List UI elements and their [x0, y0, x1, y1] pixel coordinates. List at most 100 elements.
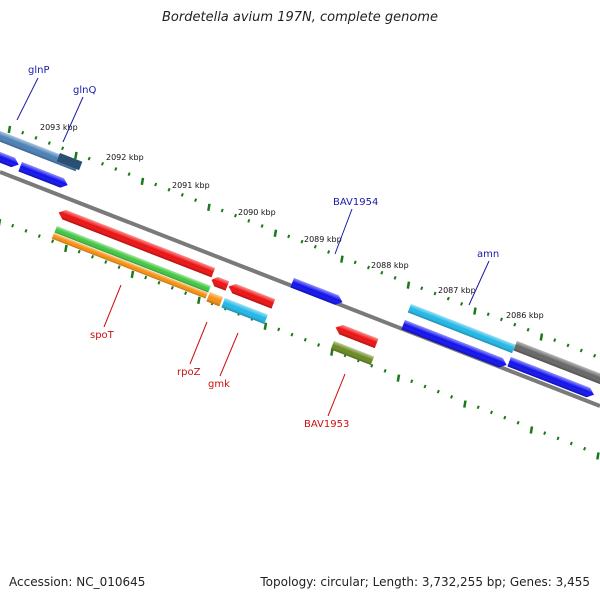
outer-tick: [366, 265, 371, 270]
inner-tick: [489, 410, 494, 415]
inner-tick: [290, 332, 294, 337]
inner-tick: [583, 446, 587, 451]
feature-rpoZ[interactable]: [206, 292, 224, 307]
outer-tick: [74, 151, 78, 160]
outer-tick: [114, 167, 118, 171]
outer-tick: [446, 296, 450, 301]
label-gmk[interactable]: gmk: [208, 379, 230, 390]
outer-tick: [486, 312, 490, 317]
inner-tick: [516, 420, 520, 425]
feature-glnQ-arrow[interactable]: [18, 162, 69, 190]
inner-tick: [529, 426, 534, 434]
inner-tick: [64, 244, 68, 253]
inner-tick: [117, 265, 121, 270]
feature-spoT[interactable]: [57, 208, 216, 278]
feature-BAV1954[interactable]: [290, 278, 344, 307]
outer-tick: [180, 193, 184, 197]
outer-tick: [87, 156, 91, 161]
inner-tick: [569, 441, 573, 446]
feature-amn-neighbor[interactable]: [401, 320, 508, 370]
label-BAV1954[interactable]: BAV1954: [333, 197, 378, 208]
feature-glnQ-region[interactable]: [56, 153, 83, 171]
tick-label-2088: 2088 kbp: [371, 261, 409, 270]
outer-tick: [127, 172, 131, 177]
outer-tick: [473, 307, 477, 315]
leader-rpoZ: [189, 321, 208, 365]
outer-tick: [300, 239, 304, 244]
outer-tick: [140, 177, 145, 186]
outer-tick: [167, 187, 171, 192]
inner-tick: [277, 327, 281, 332]
feature-gmk-cyan[interactable]: [221, 298, 268, 325]
tick-label-2086: 2086 kbp: [506, 311, 544, 320]
inner-tick: [463, 400, 467, 408]
inner-tick: [11, 223, 15, 228]
feature-glnQ[interactable]: [0, 148, 20, 169]
outer-tick: [21, 130, 25, 135]
leader-glnP: [16, 77, 39, 121]
label-rpoZ[interactable]: rpoZ: [177, 367, 201, 378]
inner-tick: [596, 452, 600, 460]
outer-tick: [287, 234, 291, 239]
feature-glnP[interactable]: [0, 127, 80, 172]
label-spoT[interactable]: spoT: [90, 330, 115, 341]
feature-right-arrow[interactable]: [507, 357, 595, 399]
feature-gray-region[interactable]: [513, 341, 600, 385]
map-title: Bordetella avium 197N, complete genome: [162, 10, 438, 25]
tick-label-2092: 2092 kbp: [106, 153, 144, 162]
outer-tick-ring: [7, 125, 597, 358]
inner-tick: [370, 363, 374, 368]
outer-tick: [260, 224, 264, 228]
feature-rpoZ-red[interactable]: [210, 275, 230, 291]
inner-tick: [170, 286, 174, 290]
outer-tick: [406, 281, 411, 289]
outer-tick: [61, 146, 65, 151]
leader-amn: [468, 260, 490, 306]
inner-tick: [184, 291, 188, 295]
feature-spoT-orange[interactable]: [51, 233, 208, 299]
inner-tick: [543, 431, 547, 436]
outer-tick: [460, 301, 464, 306]
feature-spoT-green[interactable]: [54, 226, 211, 293]
inner-tick: [503, 415, 507, 420]
outer-tick: [233, 213, 238, 218]
feature-BAV1953[interactable]: [330, 341, 375, 366]
outer-tick: [553, 338, 557, 343]
label-glnQ[interactable]: glnQ: [73, 85, 96, 96]
inner-tick: [197, 296, 201, 305]
inner-tick: [130, 270, 135, 279]
outer-tick: [579, 348, 583, 353]
label-amn[interactable]: amn: [477, 249, 499, 260]
tick-label-2091: 2091 kbp: [172, 181, 210, 190]
inner-tick: [410, 379, 414, 384]
label-glnP[interactable]: glnP: [28, 65, 50, 76]
gene-labels: glnP glnQ BAV1954 amn spoT rpoZ gmk BAV1…: [16, 65, 499, 430]
outer-tick: [327, 250, 331, 254]
outer-tick: [353, 260, 357, 265]
leader-spoT: [103, 284, 122, 328]
inner-tick: [317, 343, 321, 347]
outer-tick: [539, 333, 544, 341]
leader-BAV1953: [327, 373, 346, 417]
accession-text: Accession: NC_010645: [9, 575, 146, 589]
feature-gmk[interactable]: [227, 282, 276, 309]
tick-label-2087: 2087 kbp: [438, 286, 476, 295]
feature-BAV1953-red[interactable]: [334, 323, 379, 349]
forward-features: [0, 127, 600, 399]
inner-tick: [24, 229, 28, 233]
leader-gmk: [219, 332, 239, 377]
outer-tick: [393, 276, 397, 280]
outer-tick: [47, 141, 51, 145]
outer-tick: [340, 255, 344, 263]
label-BAV1953[interactable]: BAV1953: [304, 419, 349, 430]
outer-tick: [247, 218, 251, 223]
feature-amn[interactable]: [407, 304, 516, 354]
outer-tick: [433, 291, 437, 296]
outer-tick: [194, 198, 198, 202]
inner-tick: [144, 275, 148, 280]
outer-tick: [34, 136, 38, 140]
kbp-labels: 2093 kbp 2092 kbp 2091 kbp 2090 kbp 2089…: [40, 123, 544, 320]
inner-tick: [423, 384, 427, 389]
outer-tick: [207, 203, 211, 212]
